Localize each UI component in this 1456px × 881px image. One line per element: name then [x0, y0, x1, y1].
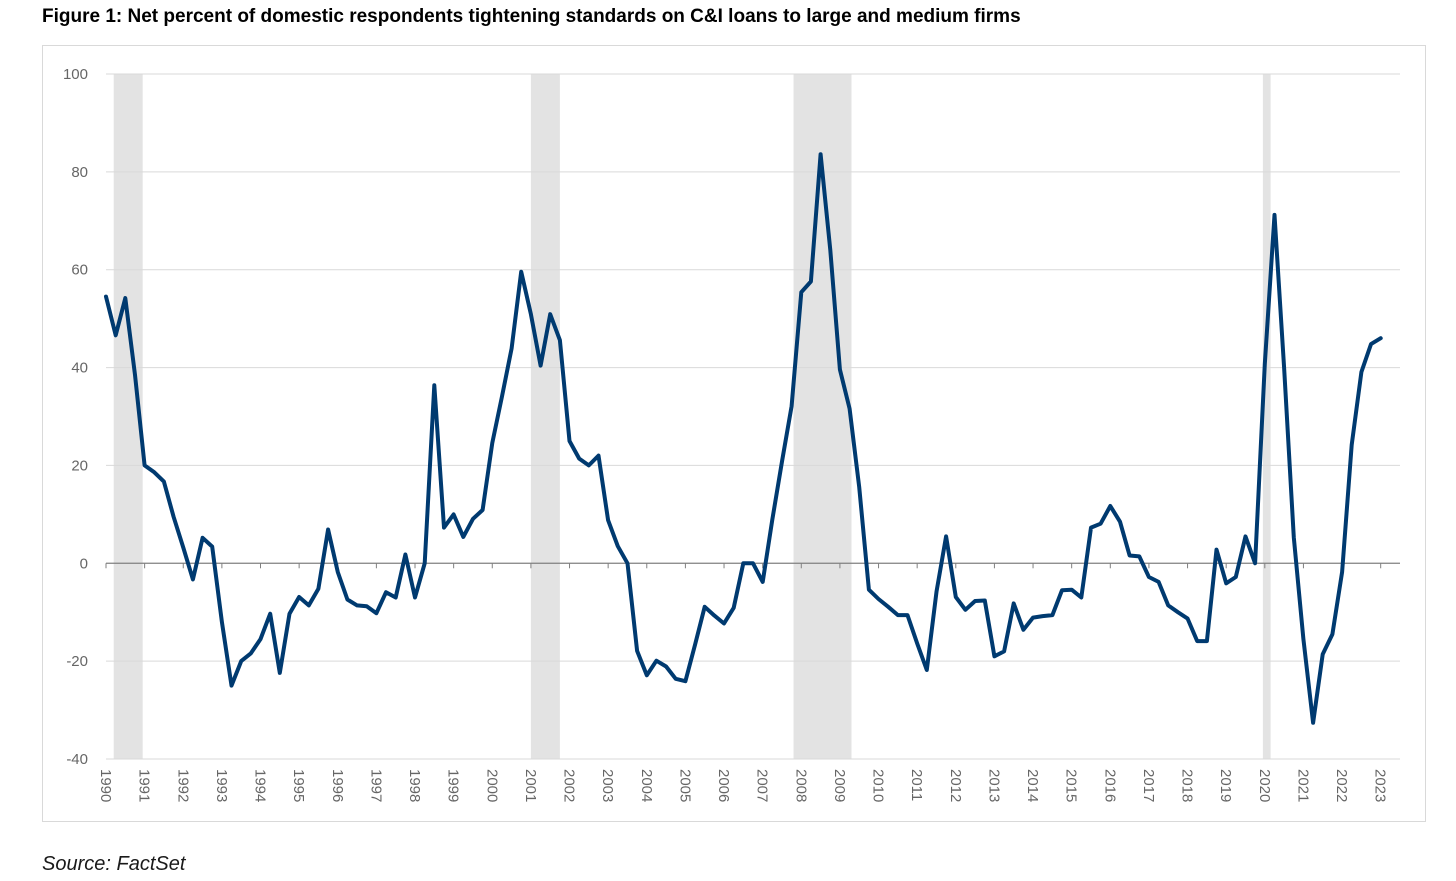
y-tick-label: 100	[63, 66, 88, 83]
y-axis-ticks: -40 -20 0 20 40 60 80 100	[63, 66, 88, 768]
series-layer	[104, 152, 1383, 725]
x-tick-label: 2004	[638, 769, 655, 802]
x-tick-label: 2013	[985, 769, 1002, 802]
x-tick-label: 1995	[290, 769, 307, 802]
x-tick-label: 2008	[792, 769, 809, 802]
x-tick-label: 2016	[1101, 769, 1118, 802]
x-tick-label: 2015	[1063, 769, 1080, 802]
x-tick-label: 2017	[1140, 769, 1157, 802]
x-tick-label: 1996	[329, 769, 346, 802]
x-tick-label: 2019	[1217, 769, 1234, 802]
x-tick-label: 1992	[174, 769, 191, 802]
x-tick-label: 2002	[561, 769, 578, 802]
source-note: Source: FactSet	[42, 853, 186, 875]
x-tick-label: 2011	[908, 769, 925, 801]
x-tick-label: 1990	[97, 769, 114, 802]
x-tick-label: 1991	[136, 769, 153, 802]
x-tick-label: 2023	[1372, 769, 1389, 802]
x-tick-label: 1998	[406, 769, 423, 802]
series-line-1	[104, 152, 1383, 725]
x-tick-label: 2022	[1333, 769, 1350, 802]
x-tick-label: 2009	[831, 769, 848, 802]
recession-band-2	[530, 74, 560, 759]
y-tick-label: 80	[71, 164, 88, 181]
y-tick-label: 0	[80, 555, 88, 572]
x-tick-label: 2010	[870, 769, 887, 802]
x-tick-label: 2020	[1256, 769, 1273, 802]
x-tick-label: 1997	[367, 769, 384, 802]
x-tick-label: 2005	[676, 769, 693, 802]
y-tick-label: 60	[71, 262, 88, 279]
x-axis-ticks: 1990 1991 1992 1993 1994 1995 1996 1997 1998 1999…	[97, 563, 1389, 802]
y-tick-label: 40	[71, 360, 88, 377]
x-tick-label: 2000	[483, 769, 500, 802]
chart-frame	[42, 45, 1426, 822]
y-tick-label: -40	[66, 751, 88, 768]
x-tick-label: 2014	[1024, 769, 1041, 802]
x-tick-label: 2001	[522, 769, 539, 802]
gridlines	[106, 73, 1400, 760]
recession-band-4	[1262, 74, 1271, 759]
x-tick-label: 1993	[213, 769, 230, 802]
x-tick-label: 2021	[1294, 769, 1311, 802]
x-tick-label: 2018	[1179, 769, 1196, 802]
y-tick-label: -20	[66, 653, 88, 670]
x-tick-label: 2007	[754, 769, 771, 802]
x-tick-label: 2003	[599, 769, 616, 802]
y-tick-label: 20	[71, 457, 88, 474]
x-tick-label: 2006	[715, 769, 732, 802]
x-tick-label: 1994	[252, 769, 269, 802]
x-tick-label: 1999	[445, 769, 462, 802]
chart-title: Figure 1: Net percent of domestic respon…	[42, 6, 1021, 27]
x-tick-label: 2012	[947, 769, 964, 802]
